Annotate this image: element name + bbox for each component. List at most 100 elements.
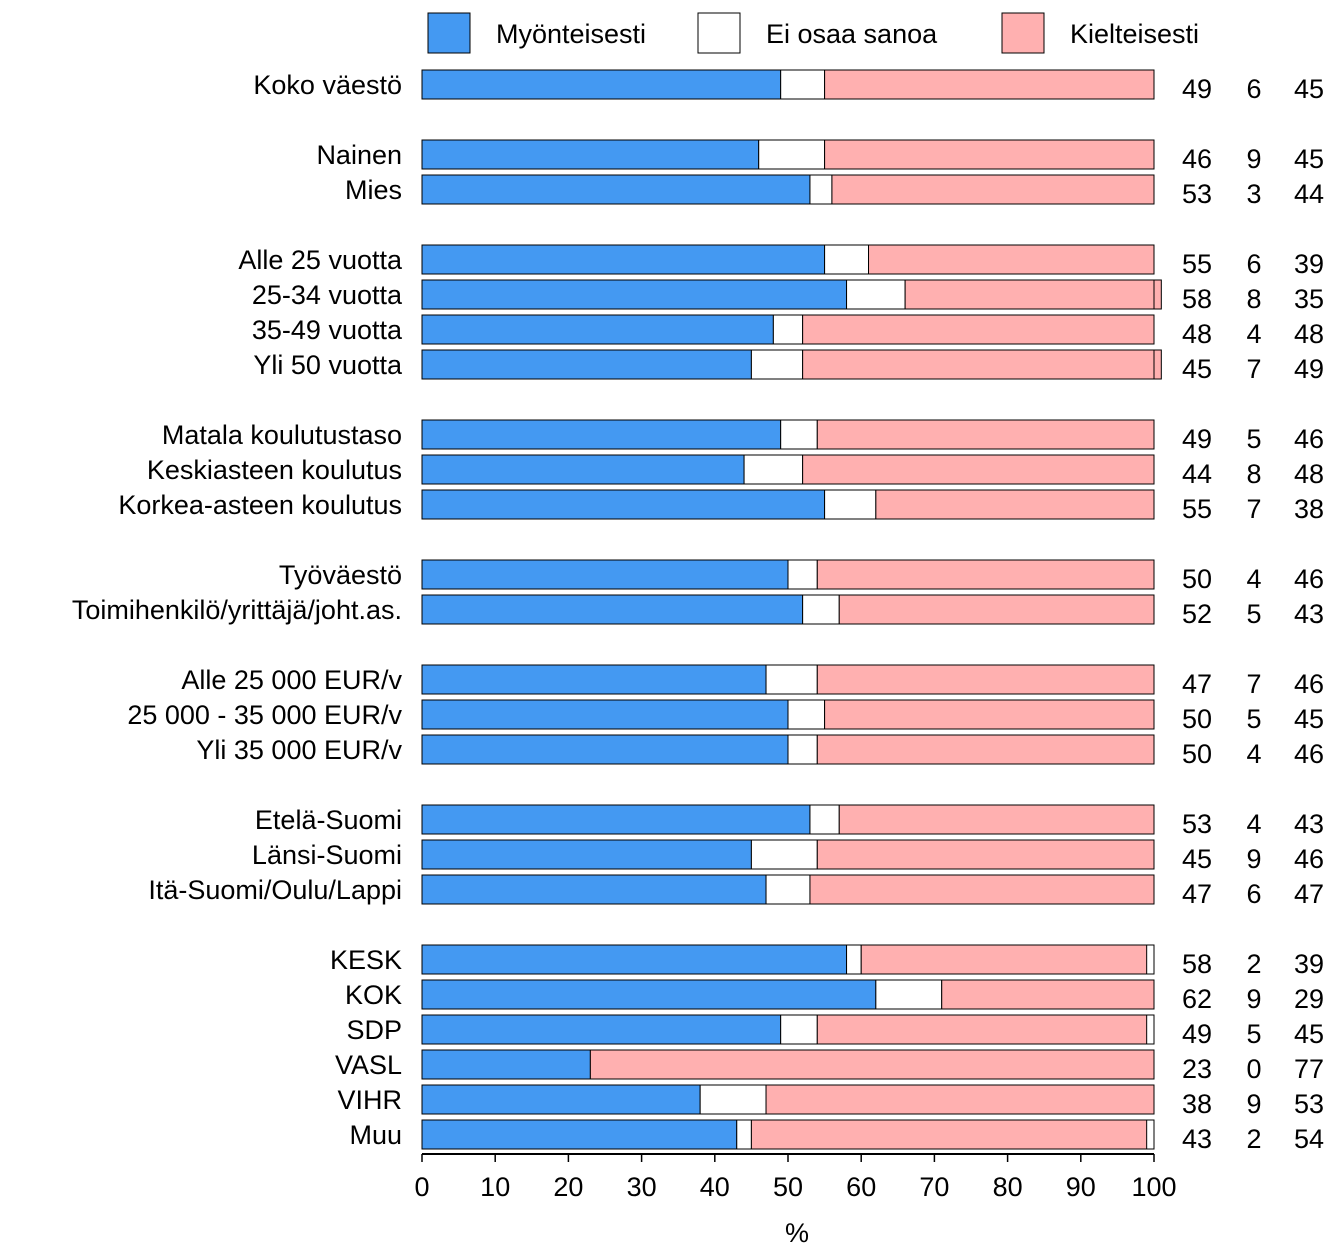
bar-segment-unsure — [765, 874, 811, 905]
value-label-unsure: 8 — [1246, 459, 1261, 489]
value-label-unsure: 9 — [1246, 844, 1261, 874]
legend-swatch-negative — [1001, 12, 1045, 54]
bar-segment-negative — [875, 489, 1155, 520]
value-label-negative: 54 — [1294, 1124, 1324, 1154]
bar-segment-unsure — [809, 174, 833, 205]
bar-segment-positive — [421, 874, 767, 905]
x-tick-label: 50 — [773, 1172, 803, 1202]
value-label-negative: 49 — [1294, 354, 1324, 384]
row-label: KOK — [345, 980, 402, 1010]
value-label-positive: 49 — [1182, 1019, 1212, 1049]
value-label-unsure: 5 — [1246, 1019, 1261, 1049]
bar-frame — [421, 314, 1155, 345]
bar-row: 25 000 - 35 000 EUR/v 50 5 45 — [127, 699, 1324, 734]
bar-segment-negative — [831, 174, 1155, 205]
bar-row: Nainen 46 9 45 — [316, 139, 1324, 174]
value-label-negative: 44 — [1294, 179, 1324, 209]
value-label-negative: 45 — [1294, 1019, 1324, 1049]
bar-segment-positive — [421, 489, 826, 520]
row-label: VASL — [335, 1050, 402, 1080]
bar-segment-negative — [860, 944, 1148, 975]
bar-segment-negative — [750, 1119, 1148, 1150]
bar-row: Yli 50 vuotta 45 7 49 — [253, 349, 1324, 384]
value-label-negative: 45 — [1294, 144, 1324, 174]
x-tick-label: 100 — [1131, 1172, 1176, 1202]
row-label: SDP — [346, 1015, 402, 1045]
bar-frame — [421, 979, 1155, 1010]
bar-frame — [421, 874, 1155, 905]
value-label-unsure: 7 — [1246, 669, 1261, 699]
row-label: VIHR — [337, 1085, 402, 1115]
bar-segment-negative — [868, 244, 1155, 275]
bar-row: 25-34 vuotta 58 8 35 — [252, 279, 1324, 314]
value-label-positive: 49 — [1182, 74, 1212, 104]
value-label-negative: 29 — [1294, 984, 1324, 1014]
value-label-negative: 53 — [1294, 1089, 1324, 1119]
bar-segment-positive — [421, 1014, 782, 1045]
bar-row: 35-49 vuotta 48 4 48 — [252, 314, 1324, 349]
bar-segment-positive — [421, 419, 782, 450]
value-label-positive: 62 — [1182, 984, 1212, 1014]
value-label-positive: 38 — [1182, 1089, 1212, 1119]
bar-frame — [421, 594, 1155, 625]
bar-segment-unsure — [772, 314, 804, 345]
bar-frame — [421, 664, 1155, 695]
bar-row: VASL 23 0 77 — [335, 1049, 1324, 1084]
bar-segment-unsure — [875, 979, 943, 1010]
value-label-unsure: 2 — [1246, 1124, 1261, 1154]
legend: Myönteisesti Ei osaa sanoa Kielteisesti — [427, 12, 1199, 54]
bar-segment-positive — [421, 1049, 591, 1080]
row-label: Keskiasteen koulutus — [147, 455, 402, 485]
value-label-negative: 43 — [1294, 809, 1324, 839]
row-label: Mies — [345, 175, 402, 205]
legend-label-negative: Kielteisesti — [1070, 19, 1199, 49]
row-label: 35-49 vuotta — [252, 315, 403, 345]
legend-swatch-unsure — [697, 12, 741, 54]
bar-frame — [421, 559, 1155, 590]
x-tick-label: 20 — [553, 1172, 583, 1202]
bar-segment-negative — [802, 349, 1162, 380]
legend-swatch-positive — [427, 12, 471, 54]
bar-segment-positive — [421, 944, 848, 975]
x-tick-label: 90 — [1066, 1172, 1096, 1202]
bar-segment-unsure — [809, 804, 840, 835]
bar-row: Matala koulutustaso 49 5 46 — [162, 419, 1324, 454]
bar-segment-unsure — [846, 279, 906, 310]
x-tick-label: 60 — [846, 1172, 876, 1202]
bar-segment-negative — [816, 559, 1155, 590]
value-label-unsure: 5 — [1246, 704, 1261, 734]
value-label-positive: 43 — [1182, 1124, 1212, 1154]
bar-segment-unsure — [699, 1084, 767, 1115]
bar-frame — [421, 804, 1155, 835]
bar-segment-negative — [802, 314, 1155, 345]
bar-segment-unsure — [750, 839, 818, 870]
bar-segment-positive — [421, 699, 789, 730]
bar-frame — [421, 489, 1155, 520]
value-label-negative: 45 — [1294, 704, 1324, 734]
bar-segment-negative — [904, 279, 1162, 310]
bar-segment-unsure — [802, 594, 840, 625]
bar-row: KESK 58 2 39 — [330, 944, 1324, 979]
legend-label-unsure: Ei osaa sanoa — [766, 19, 938, 49]
value-label-positive: 47 — [1182, 879, 1212, 909]
bar-segment-positive — [421, 839, 752, 870]
row-label: KESK — [330, 945, 402, 975]
value-label-positive: 23 — [1182, 1054, 1212, 1084]
value-label-unsure: 4 — [1246, 319, 1261, 349]
value-label-unsure: 9 — [1246, 144, 1261, 174]
bar-segment-positive — [421, 314, 774, 345]
row-label: Työväestö — [279, 560, 402, 590]
bar-segment-negative — [838, 804, 1155, 835]
value-label-negative: 48 — [1294, 459, 1324, 489]
value-label-negative: 77 — [1294, 1054, 1324, 1084]
value-label-negative: 45 — [1294, 74, 1324, 104]
value-label-positive: 50 — [1182, 564, 1212, 594]
value-label-positive: 49 — [1182, 424, 1212, 454]
bar-segment-unsure — [787, 734, 818, 765]
bar-frame — [421, 944, 1155, 975]
bar-frame — [421, 1084, 1155, 1115]
bar-segment-positive — [421, 979, 877, 1010]
value-label-negative: 46 — [1294, 564, 1324, 594]
value-label-unsure: 3 — [1246, 179, 1261, 209]
bar-segment-positive — [421, 734, 789, 765]
